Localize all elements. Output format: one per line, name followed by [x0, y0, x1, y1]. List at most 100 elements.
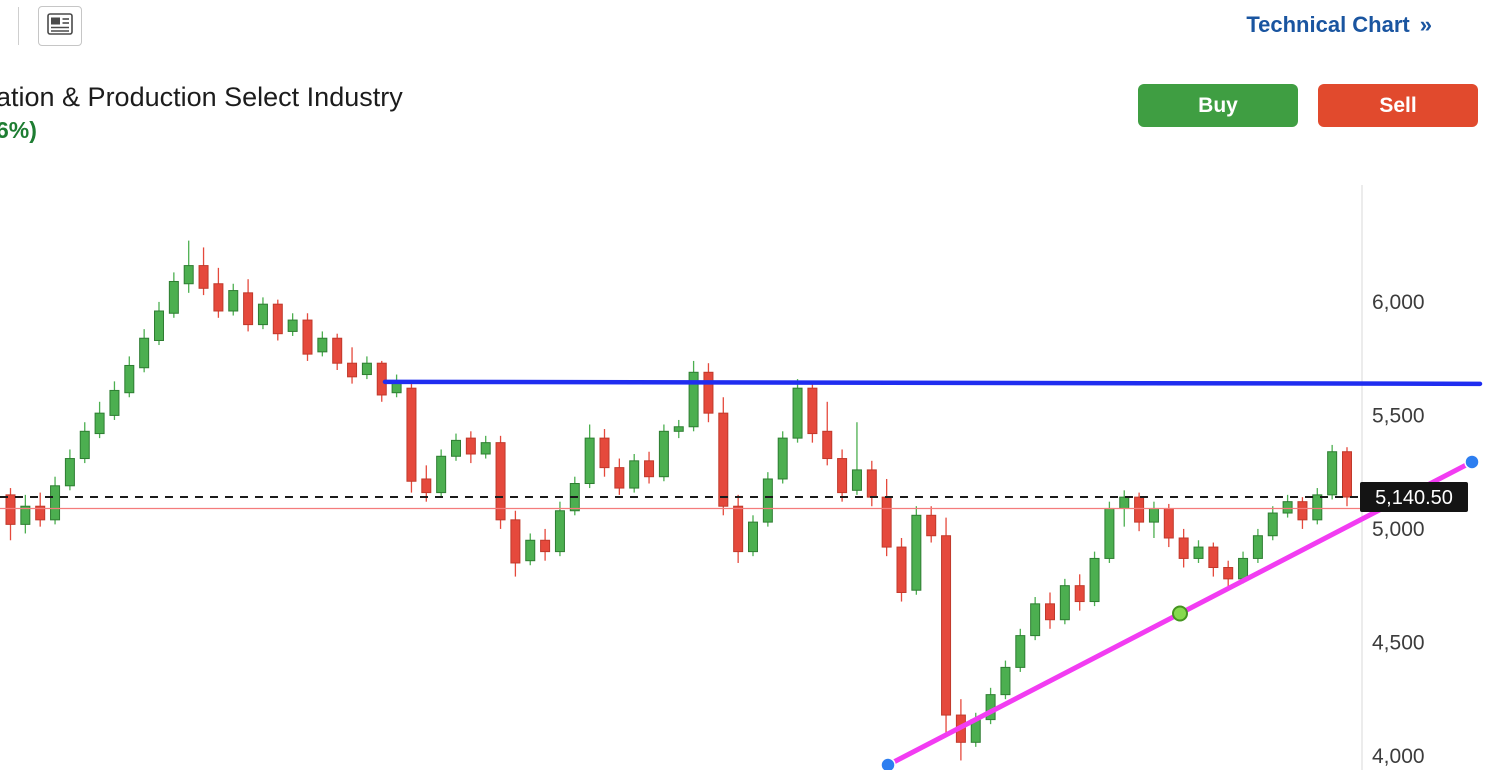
candle-body [1312, 494, 1323, 521]
y-axis-label: 6,000 [1372, 291, 1425, 314]
candle-body [1178, 537, 1189, 559]
candle-body [822, 430, 833, 460]
candle-body [1059, 585, 1070, 621]
candle-body [851, 469, 862, 491]
candle-body [421, 478, 432, 494]
candle-body [1282, 501, 1293, 514]
y-axis-label: 4,000 [1372, 745, 1425, 768]
candle-body [1000, 666, 1011, 696]
candle-body [1193, 546, 1204, 559]
instrument-title: ation & Production Select Industry [0, 82, 403, 112]
candle-body [1163, 507, 1174, 539]
candle-body [733, 505, 744, 553]
candle-body [1119, 496, 1130, 509]
candle-body [1015, 635, 1026, 668]
candle-body [168, 280, 179, 314]
candle-body [1134, 496, 1145, 523]
candle-body [302, 319, 313, 355]
candle-body [198, 265, 209, 289]
y-axis-label: 4,500 [1372, 631, 1425, 654]
candle-body [154, 310, 164, 342]
candle-body [510, 519, 521, 564]
instrument-change: 6%) [0, 117, 37, 143]
toolbar-divider [18, 7, 19, 45]
candle-body [1342, 451, 1352, 498]
candle-body [5, 494, 16, 525]
sell-button[interactable]: Sell [1318, 84, 1478, 127]
candle-body [1045, 603, 1055, 621]
current-price-value: 5,140.50 [1375, 487, 1453, 509]
candle-body [347, 362, 358, 378]
candle-body [272, 303, 283, 335]
news-article-button[interactable] [38, 6, 82, 46]
candle-body [748, 521, 758, 553]
candle-body [20, 505, 31, 525]
candle-body [1208, 546, 1219, 569]
candle-body [139, 337, 150, 369]
candle-body [50, 485, 61, 521]
candle-body [807, 387, 818, 435]
candle-body [540, 539, 551, 553]
technical-chart-link[interactable]: Technical Chart » [1246, 12, 1432, 38]
candle-body [599, 437, 610, 469]
candle-body [1223, 567, 1234, 580]
candle-body [688, 371, 699, 428]
buy-button[interactable]: Buy [1138, 84, 1298, 127]
candle-body [941, 535, 952, 716]
candle-body [436, 455, 447, 494]
candle-body [376, 362, 387, 396]
candle-body [495, 442, 506, 521]
candle-body [183, 265, 194, 285]
candle-body [881, 496, 892, 548]
candle-body [866, 469, 877, 498]
candle-body [480, 442, 491, 455]
candle-body [584, 437, 595, 485]
candle-body [777, 437, 788, 480]
candle-body [614, 467, 625, 489]
candle-body [94, 412, 105, 435]
trendline-start-handle[interactable] [880, 757, 896, 770]
candle-body [525, 539, 536, 562]
candle-body [287, 319, 298, 332]
candle-body [451, 439, 461, 457]
technical-chart-label: Technical Chart [1246, 12, 1410, 37]
candle-body [703, 371, 714, 414]
chevron-right-double-icon: » [1419, 12, 1432, 37]
candle-body [644, 460, 655, 478]
candle-body [792, 387, 803, 439]
candle-body [1238, 557, 1249, 580]
candle-body [228, 290, 239, 312]
candle-body [1327, 451, 1338, 496]
candle-body [658, 430, 669, 478]
y-axis-label: 5,500 [1372, 404, 1425, 427]
candle-body [79, 430, 90, 460]
candle-body [332, 337, 343, 364]
candle-body [762, 478, 773, 523]
candle-body [1104, 507, 1115, 559]
candle-body [317, 337, 328, 353]
trendline-mid-handle[interactable] [1172, 605, 1188, 622]
candle-body [257, 303, 268, 326]
candle-body [718, 412, 729, 507]
candle-body [629, 460, 640, 489]
candle-body [554, 510, 565, 553]
candle-body [243, 292, 254, 326]
candle-body [673, 426, 684, 432]
candle-body [1030, 603, 1041, 637]
candle-body [1252, 535, 1263, 559]
trendline-end-handle[interactable] [1464, 454, 1480, 470]
current-price-tag [1360, 482, 1468, 513]
candle-body [406, 387, 417, 482]
candle-body [124, 364, 135, 394]
candle-body [35, 505, 46, 521]
candle-body [1089, 557, 1100, 603]
candle-body [896, 546, 907, 593]
resistance-trendline[interactable] [382, 379, 1483, 387]
candle-body [109, 389, 120, 416]
candle-body [64, 458, 75, 487]
y-axis-label: 5,000 [1372, 518, 1425, 541]
candle-body [1267, 512, 1278, 537]
candle-body [1297, 501, 1308, 521]
